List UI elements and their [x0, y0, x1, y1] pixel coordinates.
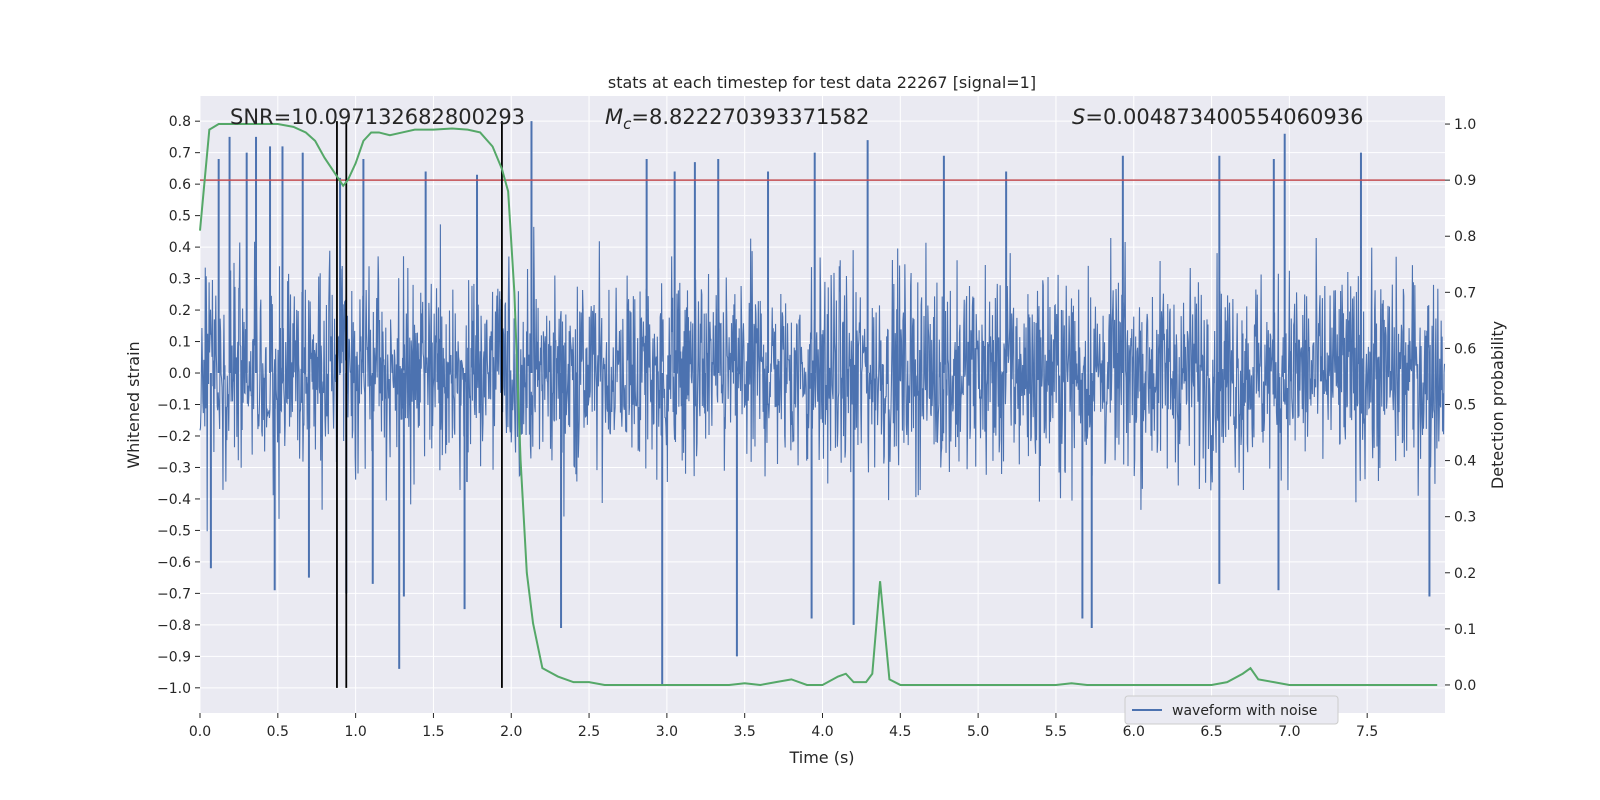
waveform-series	[199, 121, 1446, 685]
left-y-tick-label: 0.6	[169, 177, 191, 193]
x-tick-label: 3.5	[734, 724, 756, 740]
chirp-mass-annotation: Mc=8.822270393371582	[605, 105, 869, 133]
left-y-tick-label: −0.1	[157, 398, 191, 414]
left-y-tick-label: −0.4	[157, 492, 191, 508]
x-tick-label: 2.0	[500, 724, 522, 740]
left-y-tick-label: 0.2	[169, 303, 191, 319]
legend-label: waveform with noise	[1172, 703, 1317, 719]
spin-symbol: S	[1072, 105, 1085, 129]
right-y-tick-label: 0.1	[1454, 622, 1476, 638]
x-tick-label: 1.5	[422, 724, 444, 740]
x-tick-label: 0.0	[189, 724, 211, 740]
right-y-tick-label: 0.8	[1454, 229, 1476, 245]
x-tick-label: 3.0	[656, 724, 678, 740]
left-y-tick-label: −0.9	[157, 649, 191, 665]
left-y-axis-label: Whitened strain	[124, 341, 143, 468]
right-y-tick-label: 1.0	[1454, 117, 1476, 133]
chirp-mass-value: =8.822270393371582	[631, 105, 869, 129]
right-y-tick-label: 0.9	[1454, 173, 1476, 189]
x-tick-label: 0.5	[267, 724, 289, 740]
left-y-tick-label: 0.4	[169, 240, 191, 256]
left-y-tick-label: 0.0	[169, 366, 191, 382]
right-y-axis-ticks: 1.0 0.9 0.8 0.7 0.6 0.5 0.4 0.3 0.2 0.1 0.0	[1445, 117, 1476, 694]
right-y-tick-label: 0.2	[1454, 566, 1476, 582]
right-y-tick-label: 0.6	[1454, 341, 1476, 357]
left-y-axis-ticks: 0.8 0.7 0.6 0.5 0.4 0.3 0.2 0.1 0.0 −0.1 −0.2 −0.3 −…	[157, 114, 200, 697]
x-tick-label: 5.5	[1045, 724, 1067, 740]
left-y-tick-label: 0.3	[169, 272, 191, 288]
left-y-tick-label: −0.3	[157, 460, 191, 476]
x-tick-label: 4.5	[889, 724, 911, 740]
x-tick-label: 7.0	[1278, 724, 1300, 740]
right-y-tick-label: 0.5	[1454, 398, 1476, 414]
right-y-tick-label: 0.3	[1454, 510, 1476, 526]
snr-annotation: SNR=10.097132682800293	[230, 105, 525, 129]
chirp-mass-subscript: c	[623, 115, 632, 133]
x-tick-label: 5.0	[967, 724, 989, 740]
spin-value: =0.004873400554060936	[1085, 105, 1363, 129]
x-tick-label: 2.5	[578, 724, 600, 740]
x-tick-label: 6.0	[1123, 724, 1145, 740]
waveform-trace	[199, 224, 1446, 532]
left-y-tick-label: 0.8	[169, 114, 191, 130]
x-axis-label: Time (s)	[788, 748, 854, 767]
x-tick-label: 7.5	[1356, 724, 1378, 740]
x-tick-label: 4.0	[811, 724, 833, 740]
right-y-tick-label: 0.7	[1454, 285, 1476, 301]
left-y-tick-label: 0.1	[169, 335, 191, 351]
x-tick-label: 6.5	[1200, 724, 1222, 740]
spin-annotation: S=0.004873400554060936	[1072, 105, 1363, 129]
left-y-tick-label: −0.7	[157, 586, 191, 602]
chart-title: stats at each timestep for test data 222…	[608, 73, 1036, 92]
left-y-tick-label: 0.7	[169, 146, 191, 162]
right-y-axis-label: Detection probability	[1488, 321, 1507, 489]
left-y-tick-label: −1.0	[157, 681, 191, 697]
vertical-markers	[336, 121, 503, 688]
left-y-tick-label: −0.6	[157, 555, 191, 571]
chirp-mass-symbol: M	[605, 105, 623, 129]
right-y-tick-label: 0.0	[1454, 678, 1476, 694]
left-y-tick-label: −0.5	[157, 523, 191, 539]
detection-probability-line	[199, 123, 1438, 686]
legend: waveform with noise	[1124, 695, 1339, 725]
left-y-tick-label: 0.5	[169, 209, 191, 225]
left-y-tick-label: −0.2	[157, 429, 191, 445]
left-y-tick-label: −0.8	[157, 618, 191, 634]
right-y-tick-label: 0.4	[1454, 454, 1476, 470]
legend-box	[1124, 695, 1339, 725]
x-tick-label: 1.0	[344, 724, 366, 740]
